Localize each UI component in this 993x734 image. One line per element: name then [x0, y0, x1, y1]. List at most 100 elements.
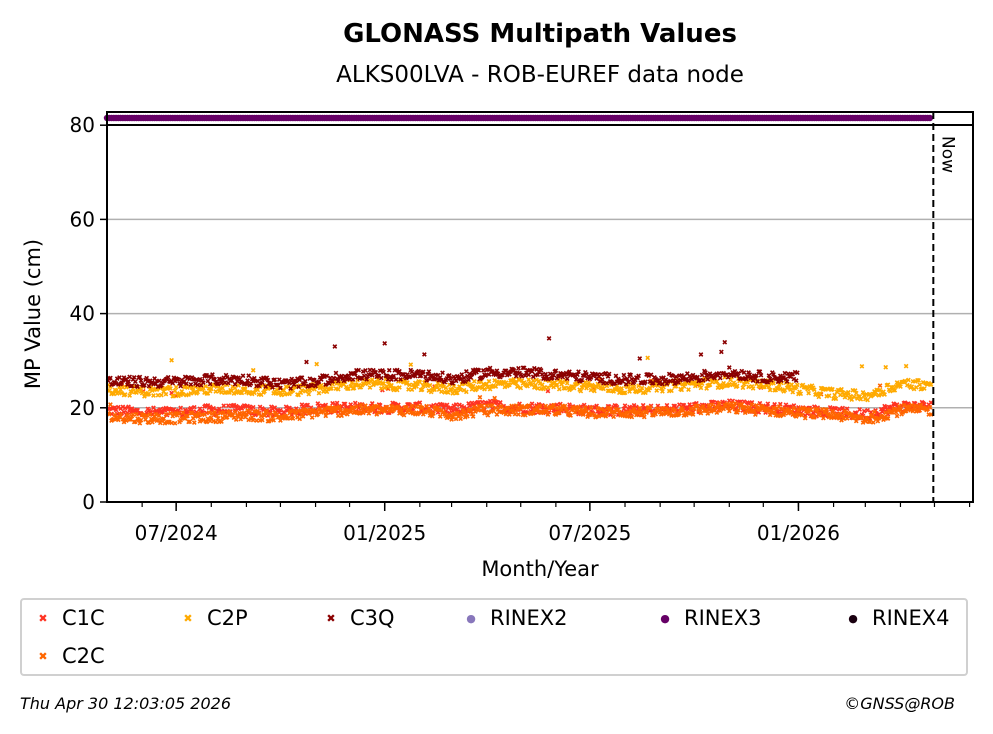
data-point: [171, 393, 177, 399]
data-point: [739, 401, 745, 407]
data-point: [188, 382, 194, 387]
data-point: [875, 418, 881, 424]
data-point: [794, 382, 800, 388]
legend-label: RINEX4: [872, 606, 950, 630]
data-point: [562, 385, 568, 391]
data-point: [865, 397, 870, 403]
data-point: [363, 368, 368, 373]
credit: ©GNSS@ROB: [844, 694, 955, 713]
data-point: [118, 412, 123, 417]
data-point: [677, 411, 682, 416]
data-point: [300, 414, 306, 419]
data-point: [794, 370, 800, 376]
data-point: [562, 403, 568, 409]
data-point: [271, 417, 276, 423]
data-point: [163, 391, 169, 397]
data-point: [267, 411, 273, 417]
chart-subtitle: ALKS00LVA - ROB-EUREF data node: [336, 62, 744, 88]
data-point: [227, 409, 232, 414]
data-point: [841, 416, 847, 422]
data-point: [397, 368, 402, 374]
data-point: [416, 410, 422, 416]
data-point: [704, 407, 709, 413]
data-point: [259, 417, 265, 423]
data-point: [865, 407, 870, 413]
data-point: [494, 368, 500, 374]
x-tick-label: 07/2025: [548, 521, 631, 545]
data-point: [144, 413, 150, 418]
data-point: [595, 406, 601, 411]
legend-item-rinex2: ● RINEX2: [460, 606, 567, 630]
data-point: [242, 414, 248, 420]
data-point: [906, 401, 911, 407]
legend-item-c1c: ✖ C1C: [32, 606, 104, 630]
data-point: [872, 409, 877, 415]
data-point: [298, 408, 304, 414]
data-point: [429, 413, 435, 419]
data-point: [673, 374, 679, 380]
data-point: [215, 381, 221, 387]
data-point: [202, 412, 207, 417]
data-point: [845, 389, 851, 395]
data-point: [347, 376, 352, 382]
data-point: [206, 410, 212, 415]
data-point: [187, 419, 193, 425]
data-point: [391, 373, 397, 379]
data-point: [526, 403, 532, 408]
data-point: [851, 394, 857, 400]
data-point: [244, 381, 249, 387]
data-point: [477, 394, 483, 400]
data-point: [629, 414, 635, 420]
data-point: [399, 409, 405, 414]
data-point: [546, 336, 552, 341]
data-point: [712, 375, 717, 381]
data-point: [323, 413, 329, 419]
data-point: [350, 377, 356, 382]
data-point: [580, 412, 586, 418]
data-point: [519, 373, 525, 379]
data-point: [768, 377, 774, 383]
legend-item-c2p: ✖ C2P: [177, 606, 247, 630]
data-point: [611, 414, 617, 420]
data-point: [189, 385, 195, 391]
data-point: [740, 385, 746, 391]
data-point: [819, 406, 825, 412]
data-point: [125, 382, 130, 388]
data-point: [926, 114, 934, 122]
y-tick-label: 60: [70, 207, 95, 231]
data-point: [545, 412, 551, 417]
legend: ✖ C1C ✖ C2P ✖ C3Q ● RINEX2 ● RINEX3 ● RINEX4 ✖ C2C: [20, 598, 968, 676]
data-point: [322, 406, 327, 412]
data-point: [449, 387, 454, 392]
data-point: [309, 383, 315, 388]
data-point: [928, 412, 934, 417]
data-point: [451, 383, 457, 389]
data-point: [147, 412, 153, 418]
data-point: [791, 405, 797, 411]
data-point: [551, 372, 556, 378]
data-point: [545, 385, 551, 390]
data-point: [848, 393, 853, 399]
data-point: [196, 410, 202, 416]
data-point: [386, 367, 392, 373]
data-point: [883, 410, 889, 416]
data-point: [358, 402, 364, 408]
data-point: [817, 411, 823, 417]
data-point: [414, 384, 419, 389]
data-point: [518, 385, 524, 391]
data-point: [861, 408, 867, 414]
data-point: [703, 370, 708, 375]
data-point: [250, 417, 256, 423]
data-point: [195, 414, 201, 419]
data-point: [465, 413, 470, 419]
data-point: [881, 389, 886, 395]
data-point: [754, 373, 759, 378]
data-point: [183, 381, 189, 386]
data-point: [749, 402, 755, 407]
data-point: [921, 386, 927, 391]
data-point: [554, 382, 560, 388]
data-point: [560, 379, 566, 385]
data-point: [219, 419, 224, 425]
data-point: [671, 378, 677, 383]
